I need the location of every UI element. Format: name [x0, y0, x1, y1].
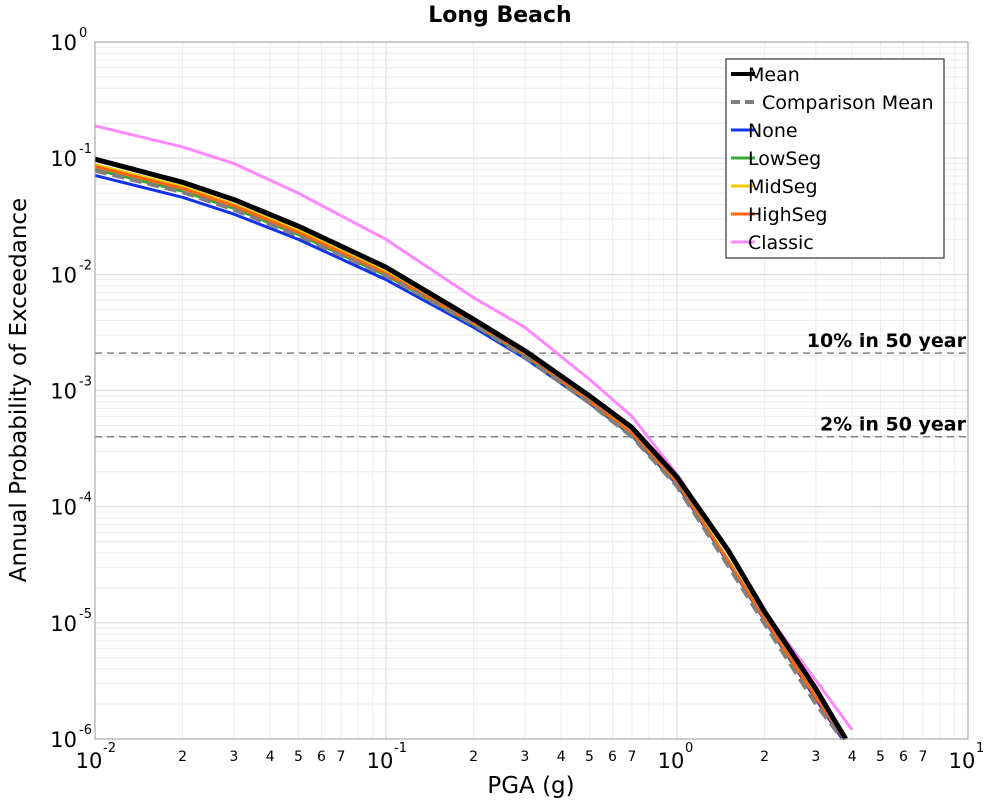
x-minor-tick-label: 4	[557, 749, 566, 765]
y-tick-label: 10	[50, 147, 77, 171]
legend-label: None	[748, 120, 798, 142]
x-tick-label: 10	[949, 749, 976, 773]
x-tick-exponent: -2	[103, 741, 116, 756]
x-tick-exponent: -1	[394, 741, 407, 756]
x-minor-tick-label: 3	[229, 749, 238, 765]
x-minor-tick-label: 7	[336, 749, 345, 765]
y-axis-title: Annual Probability of Exceedance	[6, 198, 32, 582]
series-line-comparison-mean	[94, 168, 844, 741]
x-minor-tick-label: 3	[811, 749, 820, 765]
y-tick-exponent: -4	[79, 491, 92, 506]
series-line-mean	[94, 156, 848, 741]
x-tick-exponent: 0	[685, 741, 693, 756]
x-minor-tick-label: 4	[848, 749, 857, 765]
chart-title: Long Beach	[428, 3, 571, 28]
x-minor-tick-label: 4	[266, 749, 275, 765]
grid-lines	[95, 42, 968, 739]
x-minor-tick-label: 7	[627, 749, 636, 765]
y-tick-exponent: -6	[79, 723, 92, 738]
legend: Mean Comparison Mean None LowSeg MidSeg HighS…	[725, 58, 945, 259]
x-tick-label: 10	[367, 749, 394, 773]
plot-frame	[94, 41, 969, 740]
y-tick-label: 10	[50, 496, 77, 520]
legend-label: Comparison Mean	[762, 92, 934, 114]
x-minor-tick-label: 6	[608, 749, 617, 765]
x-minor-tick-label: 5	[876, 749, 885, 765]
x-axis-title: PGA (g)	[487, 773, 574, 799]
x-minor-tick-label: 5	[294, 749, 303, 765]
legend-label: HighSeg	[748, 204, 827, 226]
legend-box	[725, 58, 945, 259]
x-minor-tick-label: 6	[317, 749, 326, 765]
legend-label: Classic	[748, 232, 814, 254]
x-minor-tick-label: 2	[760, 749, 769, 765]
series-lines	[94, 124, 854, 741]
x-tick-label: 10	[76, 749, 103, 773]
x-minor-tick-label: 6	[899, 749, 908, 765]
legend-label: LowSeg	[748, 148, 821, 170]
x-minor-tick-label: 2	[178, 749, 187, 765]
legend-label: MidSeg	[748, 176, 818, 198]
legend-label: Mean	[748, 64, 800, 86]
x-minor-tick-label: 2	[469, 749, 478, 765]
y-tick-label: 10	[50, 263, 77, 287]
y-tick-exponent: 0	[79, 26, 87, 41]
x-tick-label: 10	[658, 749, 685, 773]
y-tick-label: 10	[50, 728, 77, 752]
y-tick-label: 10	[50, 380, 77, 404]
y-tick-exponent: -3	[79, 375, 92, 390]
y-tick-label: 10	[50, 612, 77, 636]
y-tick-exponent: -1	[79, 142, 92, 157]
x-minor-tick-label: 5	[585, 749, 594, 765]
reference-line-label: 2% in 50 year	[820, 414, 967, 436]
x-tick-exponent: 1	[976, 741, 984, 756]
y-tick-exponent: -5	[79, 607, 92, 622]
y-tick-label: 10	[50, 31, 77, 55]
reference-line-label: 10% in 50 year	[807, 330, 967, 352]
y-tick-exponent: -2	[79, 258, 92, 273]
x-minor-tick-label: 7	[918, 749, 927, 765]
x-minor-tick-label: 3	[520, 749, 529, 765]
